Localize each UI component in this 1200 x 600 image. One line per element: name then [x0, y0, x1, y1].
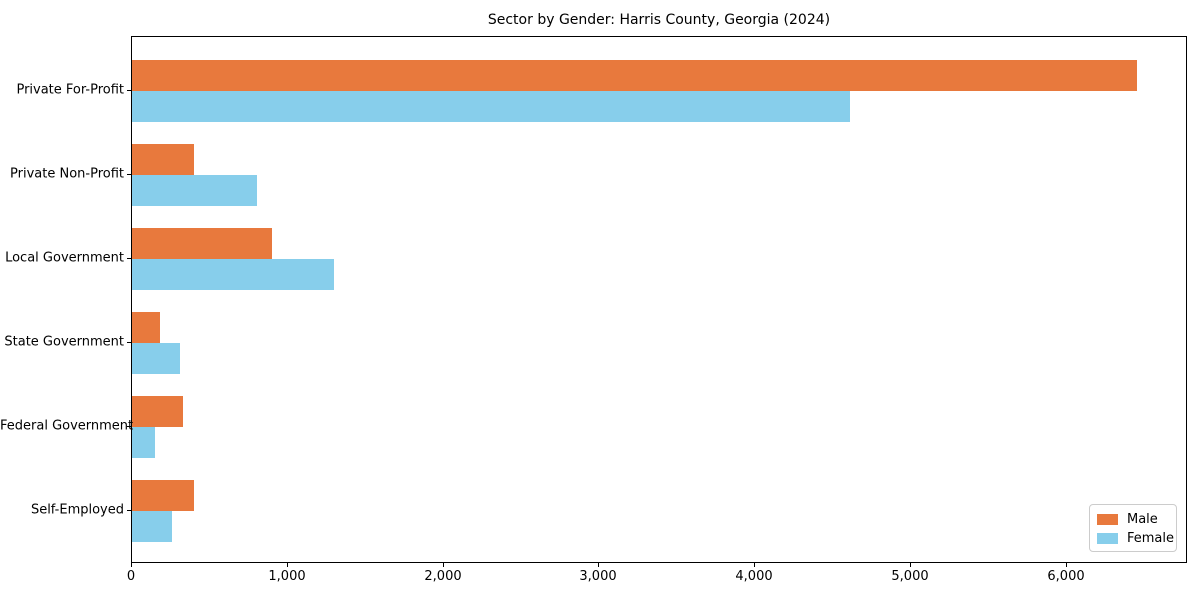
bar-male-private-non-profit — [132, 144, 194, 175]
legend: Male Female — [1089, 504, 1177, 552]
ytick-label-private-for-profit: Private For-Profit — [16, 82, 124, 98]
xtick-label-3000: 3,000 — [579, 569, 617, 584]
ytick-mark-self-employed — [127, 510, 131, 511]
plot-area — [131, 36, 1187, 563]
legend-label-male: Male — [1127, 511, 1158, 527]
legend-item-male: Male — [1097, 511, 1169, 527]
xtick-label-1000: 1,000 — [268, 569, 306, 584]
ytick-mark-private-non-profit — [127, 174, 131, 175]
xtick-label-0: 0 — [126, 569, 136, 584]
ytick-label-federal-government: Federal Government — [0, 418, 134, 434]
bar-male-self-employed — [132, 480, 194, 511]
bar-male-state-government — [132, 312, 160, 343]
ytick-mark-private-for-profit — [127, 90, 131, 91]
bar-female-private-for-profit — [132, 91, 850, 122]
xtick-label-4000: 4,000 — [735, 569, 773, 584]
bar-male-private-for-profit — [132, 60, 1137, 91]
xtick-label-5000: 5,000 — [891, 569, 929, 584]
ytick-mark-federal-government — [127, 426, 131, 427]
bar-female-local-government — [132, 259, 334, 290]
xtick-label-6000: 6,000 — [1047, 569, 1085, 584]
female-series-swatch — [1097, 532, 1118, 544]
xtick-mark-3000 — [598, 563, 599, 567]
xtick-mark-4000 — [754, 563, 755, 567]
bar-female-federal-government — [132, 427, 155, 458]
bar-female-self-employed — [132, 511, 172, 542]
xtick-mark-6000 — [1066, 563, 1067, 567]
ytick-label-state-government: State Government — [4, 334, 124, 350]
male-series-swatch — [1097, 513, 1118, 525]
bar-female-private-non-profit — [132, 175, 257, 206]
bar-female-state-government — [132, 343, 180, 374]
legend-label-female: Female — [1127, 530, 1175, 546]
ytick-label-private-non-profit: Private Non-Profit — [10, 166, 124, 182]
bar-male-federal-government — [132, 396, 183, 427]
chart-title: Sector by Gender: Harris County, Georgia… — [487, 12, 831, 28]
xtick-mark-0 — [131, 563, 132, 567]
xtick-mark-2000 — [443, 563, 444, 567]
ytick-mark-local-government — [127, 258, 131, 259]
xtick-mark-1000 — [287, 563, 288, 567]
ytick-label-local-government: Local Government — [5, 250, 124, 266]
bar-male-local-government — [132, 228, 272, 259]
xtick-label-2000: 2,000 — [424, 569, 462, 584]
xtick-mark-5000 — [910, 563, 911, 567]
ytick-label-self-employed: Self-Employed — [30, 502, 124, 518]
ytick-mark-state-government — [127, 342, 131, 343]
legend-item-female: Female — [1097, 530, 1174, 546]
